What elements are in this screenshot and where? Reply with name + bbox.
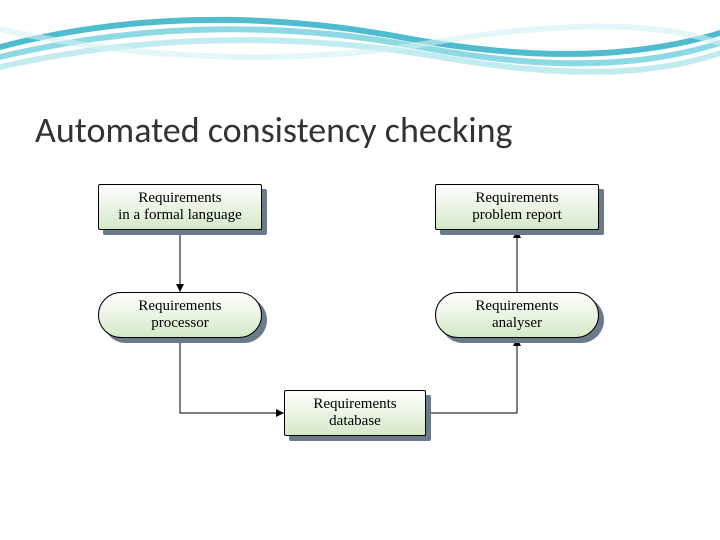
node-line2: analyser	[492, 315, 542, 332]
flowchart-node-n3: Requirementsprocessor	[98, 292, 262, 338]
flowchart-edge	[426, 338, 517, 413]
flowchart-edge	[180, 338, 284, 413]
flowchart-diagram: Requirementsin a formal languageRequirem…	[0, 0, 720, 540]
node-line1: Requirements	[138, 298, 221, 315]
arrows-layer	[0, 0, 720, 540]
flowchart-node-n5: Requirementsdatabase	[284, 390, 426, 436]
arrowhead-icon	[276, 409, 284, 417]
node-line1: Requirements	[475, 298, 558, 315]
node-line1: Requirements	[475, 190, 558, 207]
node-line1: Requirements	[313, 396, 396, 413]
node-line2: processor	[151, 315, 208, 332]
node-line2: problem report	[472, 207, 562, 224]
flowchart-node-n1: Requirementsin a formal language	[98, 184, 262, 230]
node-line1: Requirements	[138, 190, 221, 207]
flowchart-node-n2: Requirementsproblem report	[435, 184, 599, 230]
node-line2: database	[329, 413, 381, 430]
arrowhead-icon	[176, 284, 184, 292]
node-line2: in a formal language	[118, 207, 242, 224]
flowchart-node-n4: Requirementsanalyser	[435, 292, 599, 338]
